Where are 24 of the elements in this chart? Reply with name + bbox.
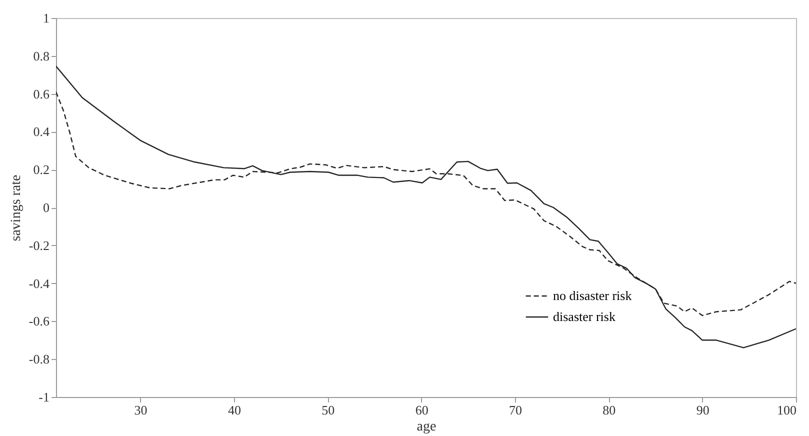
x-tick-label: 100 [777,402,796,418]
y-tick-label: -0.2 [28,238,50,253]
y-tick-label: 0.6 [33,86,50,102]
y-tick-label: -0.6 [28,314,50,329]
x-tick-label: 90 [696,402,710,418]
x-tick-label: 70 [508,402,522,418]
x-tick-label: 60 [415,402,428,418]
legend-label: no disaster risk [553,288,632,303]
y-tick-label: 0.4 [33,124,50,140]
x-axis-title: age [416,420,436,434]
line-series [56,66,796,348]
y-tick-label: 0 [43,200,50,215]
y-tick-label: -0.4 [28,276,50,291]
x-tick-label: 30 [134,402,148,418]
y-tick-label: -1 [38,390,50,404]
y-tick-label: 0.8 [33,48,50,64]
x-tick-label: 80 [602,402,616,418]
x-tick-label: 40 [228,402,241,418]
legend-label: disaster risk [553,309,616,324]
y-tick-label: 1 [43,10,50,26]
y-tick-label: -0.8 [28,352,50,367]
x-tick-label: 50 [322,402,335,418]
y-tick-label: 0.2 [33,162,50,178]
y-axis-title: savings rate [8,174,24,242]
